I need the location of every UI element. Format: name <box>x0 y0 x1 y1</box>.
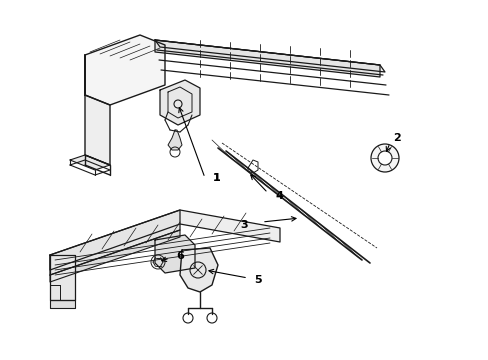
Polygon shape <box>50 230 180 282</box>
Text: 5: 5 <box>253 275 261 285</box>
Text: 6: 6 <box>176 251 183 261</box>
Polygon shape <box>70 155 110 170</box>
Circle shape <box>377 151 391 165</box>
Polygon shape <box>85 55 110 165</box>
Text: 1: 1 <box>213 173 220 183</box>
Polygon shape <box>50 300 75 308</box>
Text: 4: 4 <box>275 191 284 201</box>
Polygon shape <box>155 40 384 72</box>
Circle shape <box>370 144 398 172</box>
Polygon shape <box>168 130 182 150</box>
Polygon shape <box>50 255 75 300</box>
Polygon shape <box>85 35 164 105</box>
Polygon shape <box>180 248 218 292</box>
Polygon shape <box>50 210 280 270</box>
Text: 3: 3 <box>240 220 247 230</box>
Polygon shape <box>160 80 200 125</box>
Text: 1: 1 <box>213 173 220 183</box>
Polygon shape <box>155 235 195 273</box>
Text: 2: 2 <box>392 133 400 143</box>
Polygon shape <box>50 210 180 275</box>
Polygon shape <box>155 40 379 77</box>
